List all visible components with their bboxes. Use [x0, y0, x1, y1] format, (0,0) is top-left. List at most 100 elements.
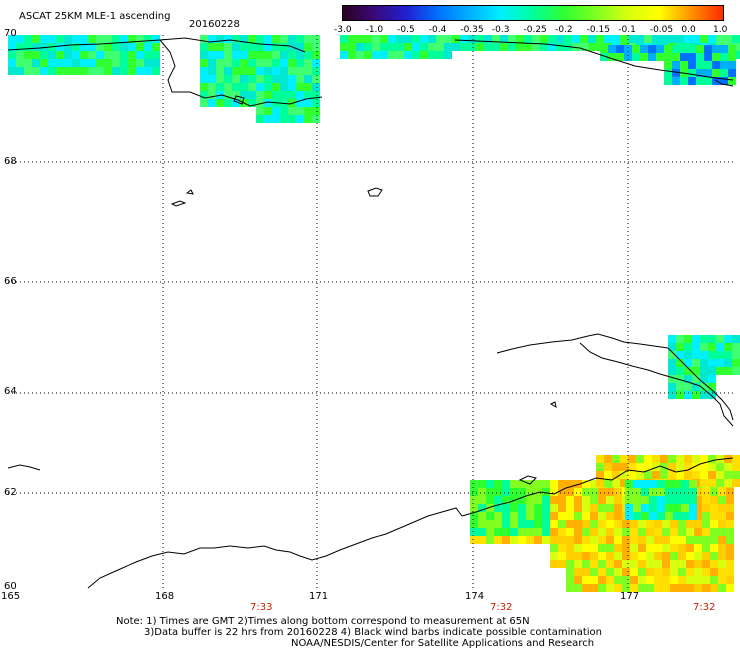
data-cell [614, 536, 622, 544]
data-cell [712, 69, 720, 77]
data-cell [280, 35, 288, 43]
data-cell [550, 520, 558, 528]
data-cell [388, 35, 396, 43]
data-cell [668, 343, 676, 351]
data-cell [208, 51, 216, 59]
data-cell [700, 391, 708, 399]
data-cell [296, 67, 304, 75]
data-cell [590, 576, 598, 584]
data-cell [144, 51, 152, 59]
data-cell [280, 67, 288, 75]
data-cell [566, 576, 574, 584]
data-cell [704, 69, 712, 77]
lat-label-62: 62 [4, 487, 17, 498]
data-cell [56, 51, 64, 59]
data-cell [662, 520, 670, 528]
data-cell [665, 488, 673, 496]
data-cell [600, 53, 608, 61]
data-cell [630, 576, 638, 584]
data-cell [486, 528, 494, 536]
data-cell [288, 35, 296, 43]
data-cell [144, 35, 152, 43]
data-cell [312, 75, 320, 83]
data-cell [526, 520, 534, 528]
data-cell [296, 43, 304, 51]
data-cell [670, 544, 678, 552]
data-cell [240, 83, 248, 91]
data-cell [728, 45, 736, 53]
data-cell [120, 51, 128, 59]
data-cell [633, 512, 641, 520]
data-cell [8, 67, 16, 75]
lon-label-165: 165 [1, 591, 21, 602]
data-cell [694, 488, 702, 496]
data-cell [240, 91, 248, 99]
data-cell [518, 480, 526, 488]
data-cell [16, 51, 24, 59]
data-cell [622, 552, 630, 560]
data-cell [646, 560, 654, 568]
data-cell [542, 480, 550, 488]
data-cell [732, 35, 740, 43]
data-cell [648, 53, 656, 61]
colorbar-tick-label: -0.2 [555, 25, 573, 35]
data-cell [630, 536, 638, 544]
data-cell [216, 59, 224, 67]
data-cell [649, 504, 657, 512]
data-cell [32, 43, 40, 51]
data-cell [240, 43, 248, 51]
data-cell [724, 479, 732, 487]
data-cell [632, 53, 640, 61]
data-cell [32, 35, 40, 43]
data-cell [518, 488, 526, 496]
data-cell [606, 504, 614, 512]
data-cell [248, 43, 256, 51]
data-cell [558, 496, 566, 504]
data-cell [622, 560, 630, 568]
data-cell [718, 496, 726, 504]
data-cell [686, 584, 694, 592]
data-cell [272, 91, 280, 99]
data-cell [604, 463, 612, 471]
data-cell [542, 504, 550, 512]
lat-label-64: 64 [4, 386, 17, 397]
data-cell [224, 51, 232, 59]
colorbar-tick-label: -3.0 [334, 25, 352, 35]
data-cell [478, 512, 486, 520]
data-cell [304, 51, 312, 59]
data-cell [732, 367, 740, 375]
data-cell [288, 51, 296, 59]
data-cell [660, 455, 668, 463]
data-cell [732, 463, 740, 471]
data-cell [478, 488, 486, 496]
data-cell [348, 35, 356, 43]
data-cell [678, 560, 686, 568]
data-cell [420, 43, 428, 51]
data-cell [582, 512, 590, 520]
data-cell [704, 53, 712, 61]
data-cell [582, 480, 590, 488]
data-cell [606, 584, 614, 592]
data-cell [726, 528, 734, 536]
data-cell [620, 471, 628, 479]
data-cell [718, 504, 726, 512]
data-cell [510, 480, 518, 488]
data-cell [558, 488, 566, 496]
data-cell [692, 455, 700, 463]
data-cell [694, 528, 702, 536]
data-cell [724, 351, 732, 359]
data-cell [708, 463, 716, 471]
data-cell [48, 59, 56, 67]
data-cell [470, 496, 478, 504]
data-cell [136, 67, 144, 75]
data-cell [718, 560, 726, 568]
data-cell [662, 536, 670, 544]
data-cell [662, 552, 670, 560]
data-cell [502, 496, 510, 504]
colorbar-tick-label: -0.1 [618, 25, 636, 35]
data-cell [702, 504, 710, 512]
colorbar-tick-label: -0.25 [523, 25, 547, 35]
data-cell [678, 528, 686, 536]
data-cell [558, 480, 566, 488]
data-cell [264, 43, 272, 51]
